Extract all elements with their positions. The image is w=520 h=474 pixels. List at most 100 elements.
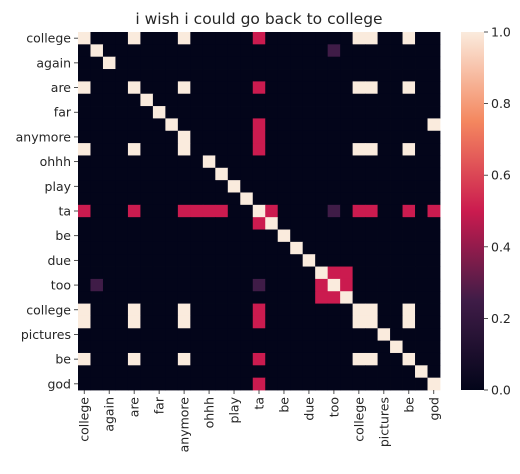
heatmap-cell	[402, 266, 416, 280]
heatmap-cell	[165, 328, 179, 342]
heatmap-cell	[265, 254, 279, 267]
heatmap-cell	[290, 167, 304, 181]
heatmap-cell	[227, 291, 241, 304]
heatmap-cell	[265, 266, 279, 280]
heatmap-cell	[165, 241, 179, 255]
heatmap-cell	[290, 56, 304, 70]
heatmap-cell	[377, 254, 391, 267]
heatmap-cells	[78, 32, 441, 391]
heatmap-cell	[102, 204, 116, 218]
heatmap-cell	[427, 241, 441, 255]
heatmap-cell	[365, 167, 378, 181]
heatmap-cell	[240, 340, 254, 354]
heatmap-cell	[140, 167, 154, 181]
heatmap-cell	[227, 81, 241, 95]
heatmap-cell	[415, 192, 428, 206]
heatmap-cell	[102, 130, 116, 144]
heatmap-cell	[340, 106, 354, 119]
heatmap-cell	[78, 69, 91, 82]
heatmap-cell	[215, 217, 229, 230]
heatmap-cell	[365, 241, 378, 255]
heatmap-cell	[215, 192, 229, 206]
y-axis: college again are far anymore ohhh play ta be due…	[16, 31, 78, 391]
heatmap-cell	[152, 81, 166, 95]
heatmap-cell	[252, 217, 266, 230]
heatmap-cell	[327, 328, 341, 342]
heatmap-cell	[102, 229, 116, 243]
heatmap-cell	[127, 167, 141, 181]
heatmap-cell	[415, 291, 428, 304]
heatmap-cell	[202, 278, 216, 292]
heatmap-cell	[390, 130, 403, 144]
heatmap-cell	[340, 291, 354, 304]
colorbar-tick-label: 1.0	[491, 25, 511, 40]
heatmap-cell	[277, 328, 291, 342]
heatmap-cell	[315, 167, 329, 181]
heatmap-cell	[177, 291, 191, 304]
heatmap-cell	[290, 303, 304, 317]
heatmap-cell	[102, 32, 116, 45]
heatmap-cell	[265, 81, 279, 95]
heatmap-cell	[127, 241, 141, 255]
heatmap-cell	[427, 192, 441, 206]
heatmap-cell	[377, 377, 391, 391]
heatmap-cell	[165, 229, 179, 243]
heatmap-cell	[340, 143, 354, 156]
heatmap-cell	[202, 167, 216, 181]
heatmap-cell	[90, 93, 104, 107]
heatmap-cell	[415, 44, 428, 58]
heatmap-cell	[127, 32, 141, 45]
heatmap-cell	[240, 69, 254, 82]
heatmap-cell	[78, 32, 91, 45]
heatmap-cell	[215, 377, 229, 391]
heatmap-cell	[290, 241, 304, 255]
heatmap-cell	[252, 315, 266, 329]
heatmap-cell	[302, 155, 316, 169]
heatmap-cell	[377, 44, 391, 58]
heatmap-cell	[302, 254, 316, 267]
heatmap-cell	[165, 167, 179, 181]
heatmap-cell	[127, 155, 141, 169]
heatmap-cell	[190, 315, 204, 329]
heatmap-cell	[152, 130, 166, 144]
heatmap-cell	[427, 180, 441, 193]
heatmap-cell	[102, 93, 116, 107]
heatmap-cell	[115, 328, 129, 342]
heatmap-cell	[352, 352, 366, 366]
heatmap-cell	[102, 44, 116, 58]
heatmap-cell	[177, 315, 191, 329]
heatmap-cell	[252, 291, 266, 304]
heatmap-cell	[377, 118, 391, 132]
heatmap-cell	[415, 278, 428, 292]
heatmap-cell	[352, 167, 366, 181]
heatmap-cell	[177, 229, 191, 243]
y-tick-label: are	[51, 80, 72, 95]
heatmap-cell	[115, 254, 129, 267]
heatmap-cell	[140, 377, 154, 391]
heatmap-cell	[390, 180, 403, 193]
heatmap-cell	[177, 143, 191, 156]
heatmap-cell	[115, 229, 129, 243]
heatmap-cell	[140, 93, 154, 107]
heatmap-cell	[227, 217, 241, 230]
heatmap-cell	[402, 254, 416, 267]
heatmap-cell	[227, 352, 241, 366]
heatmap-cell	[415, 118, 428, 132]
heatmap-cell	[277, 44, 291, 58]
x-tick-label: again	[102, 397, 117, 432]
heatmap-cell	[327, 340, 341, 354]
heatmap-cell	[277, 340, 291, 354]
heatmap-cell	[115, 155, 129, 169]
heatmap-cell	[227, 106, 241, 119]
heatmap-cell	[252, 56, 266, 70]
heatmap-cell	[202, 44, 216, 58]
heatmap-cell	[315, 204, 329, 218]
heatmap-cell	[140, 180, 154, 193]
heatmap-cell	[277, 56, 291, 70]
heatmap-cell	[365, 229, 378, 243]
heatmap-cell	[340, 266, 354, 280]
heatmap-cell	[115, 130, 129, 144]
heatmap-cell	[377, 352, 391, 366]
heatmap-cell	[390, 106, 403, 119]
heatmap-cell	[277, 180, 291, 193]
